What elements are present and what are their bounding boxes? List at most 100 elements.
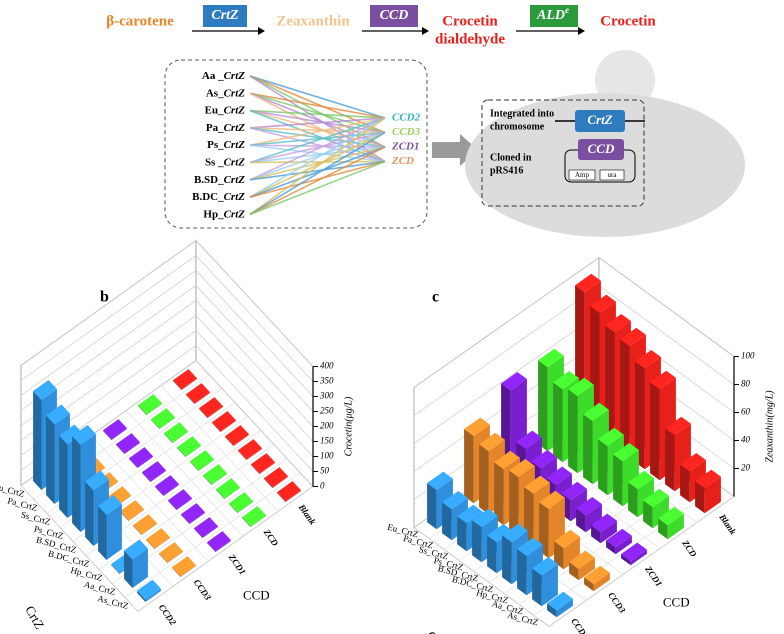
bar-front: [124, 442, 140, 454]
bar-front: [141, 523, 157, 535]
bar-top: [547, 591, 573, 611]
bar-top: [613, 443, 639, 462]
crtz-gene: Eu_CrtZ: [205, 104, 246, 116]
bar-front: [246, 448, 262, 460]
bar-top: [72, 425, 96, 445]
bar-side: [613, 454, 623, 507]
bar-side: [46, 415, 55, 504]
x-axis-label: CrtZ: [424, 629, 449, 634]
bar-front: [615, 535, 632, 555]
grid-line: [20, 255, 314, 382]
ccd-gene: ZCD: [391, 155, 414, 167]
bar-side: [457, 516, 467, 552]
bar-side: [277, 492, 286, 502]
bar-front: [145, 588, 161, 602]
gene-link: [249, 146, 386, 198]
gene-link: [249, 131, 386, 216]
gene-link: [249, 117, 386, 198]
bar-top: [494, 450, 520, 470]
gene-box: [575, 110, 625, 132]
bar-side: [583, 414, 593, 485]
bar-front: [176, 498, 192, 510]
series-label: CCD2: [569, 616, 591, 634]
bar: [207, 531, 231, 552]
bar-front: [578, 557, 595, 581]
series-label: ZCD: [261, 527, 280, 549]
bar-front: [180, 565, 196, 577]
bar-side: [146, 539, 155, 549]
bar-side: [442, 502, 452, 541]
series-axis-label: CCD: [663, 595, 690, 610]
bar: [137, 579, 161, 602]
bar-front: [272, 476, 288, 488]
bar-top: [33, 380, 57, 400]
gene-link: [249, 117, 386, 146]
product: Crocetin: [600, 13, 656, 29]
bar: [155, 475, 179, 496]
enzyme-box: [370, 5, 418, 27]
bar-top: [138, 394, 162, 415]
bar-top: [554, 529, 580, 549]
bar-side: [554, 541, 564, 570]
bar-front: [198, 459, 214, 471]
bar-top: [553, 371, 579, 390]
enzyme-box: [203, 5, 247, 27]
bar: [129, 447, 153, 468]
gene-prefix: B.DC_: [192, 191, 224, 203]
bar-side: [186, 394, 195, 404]
series-label: CCD3: [606, 590, 628, 615]
bar-side: [194, 528, 203, 538]
bar-front: [220, 420, 236, 432]
bar-top: [539, 490, 565, 510]
enzyme: CrtZ: [211, 8, 239, 23]
bar: [277, 481, 301, 502]
gene-prefix: B.SD_: [194, 173, 224, 185]
bar-front: [563, 536, 580, 570]
bar-side: [532, 568, 542, 607]
bar-side: [129, 458, 138, 468]
bar-side: [569, 562, 579, 581]
panel-label: b: [100, 289, 109, 306]
bar-top: [207, 531, 231, 552]
construct-text: Cloned in: [490, 152, 532, 163]
floor-line: [160, 385, 279, 512]
bar-top: [583, 402, 609, 422]
bar-front: [233, 434, 249, 446]
bar-side: [502, 535, 512, 585]
enzyme-name: ALD: [536, 8, 565, 23]
bar: [242, 506, 266, 527]
gene-prefix: As_: [206, 87, 224, 99]
bar-top: [238, 439, 262, 460]
bar-top: [181, 503, 205, 524]
y-tick-label: 80: [741, 379, 751, 389]
bar-top: [216, 478, 240, 499]
bar-top: [591, 513, 617, 532]
bar: [643, 488, 669, 529]
bar-top: [151, 408, 175, 429]
bar-front: [667, 513, 684, 540]
bar-top: [194, 517, 218, 538]
bar-side: [151, 419, 160, 429]
gene-link: [249, 117, 386, 129]
bar-side: [164, 433, 173, 443]
bar-front: [207, 406, 223, 418]
bar: [186, 383, 210, 404]
construct-text: pRS416: [490, 165, 523, 176]
bar-top: [487, 524, 513, 543]
bar-top: [427, 471, 453, 490]
bar-front: [185, 445, 201, 457]
bar-side: [199, 408, 208, 418]
bar-top: [479, 432, 505, 452]
crtz-gene: Ss _CrtZ: [205, 156, 245, 168]
bar: [98, 495, 122, 560]
crtz-gene: B.DC_CrtZ: [192, 191, 245, 203]
bar-top: [472, 508, 498, 528]
bar-top: [116, 433, 140, 454]
grid-line: [20, 285, 314, 412]
bar-top: [531, 450, 557, 469]
bar-top: [680, 453, 706, 472]
gene-name: CrtZ: [224, 191, 246, 203]
bar-side: [576, 508, 586, 533]
